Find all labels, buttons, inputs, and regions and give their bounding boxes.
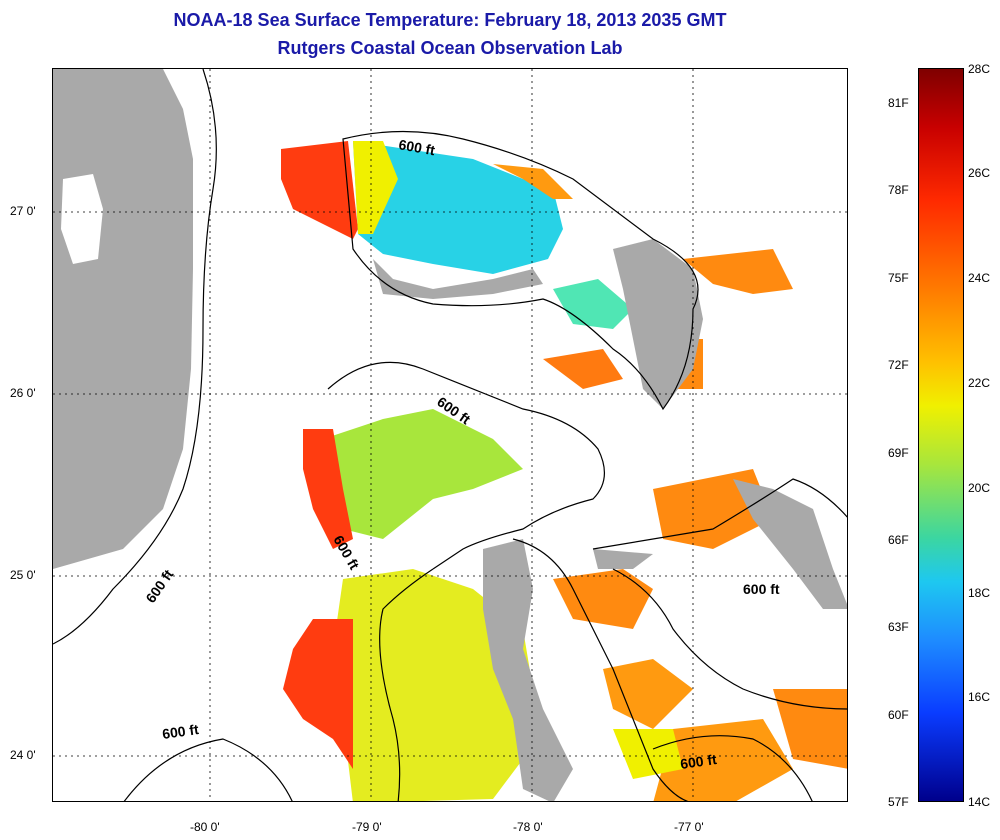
- colorbar-fahrenheit-label: 75F: [888, 271, 909, 285]
- land-masses: [53, 69, 847, 801]
- lon-label: -78 0': [513, 820, 543, 834]
- colorbar-fahrenheit-label: 60F: [888, 708, 909, 722]
- contour-label: 600 ft: [142, 566, 176, 605]
- bathymetry-contours: [53, 69, 847, 801]
- contour-label: 600 ft: [330, 533, 362, 573]
- contour-label: 600 ft: [743, 581, 780, 597]
- colorbar-fahrenheit-label: 66F: [888, 533, 909, 547]
- colorbar-celsius-label: 26C: [968, 166, 991, 180]
- lon-label: -77 0': [674, 820, 704, 834]
- lat-label: 25 0': [10, 568, 36, 582]
- map-canvas: 600 ft 600 ft 600 ft 600 ft 600 ft 600 f…: [53, 69, 847, 801]
- colorbar-celsius-label: 16C: [968, 690, 991, 704]
- colorbar-celsius-label: 20C: [968, 481, 991, 495]
- colorbar-fahrenheit-label: 63F: [888, 620, 909, 634]
- lat-label: 24 0': [10, 748, 36, 762]
- colorbar-celsius-label: 24C: [968, 271, 991, 285]
- temperature-colorbar: [918, 68, 964, 802]
- contour-label: 600 ft: [161, 721, 200, 742]
- lat-label: 27 0': [10, 204, 36, 218]
- sst-patches: [281, 141, 847, 801]
- lat-lon-grid: [53, 69, 847, 801]
- lon-label: -80 0': [190, 820, 220, 834]
- colorbar-fahrenheit-label: 69F: [888, 446, 909, 460]
- sst-map-panel: 600 ft 600 ft 600 ft 600 ft 600 ft 600 f…: [52, 68, 848, 802]
- contour-label: 600 ft: [397, 136, 436, 158]
- map-title: NOAA-18 Sea Surface Temperature: Februar…: [173, 10, 727, 30]
- lon-label: -79 0': [352, 820, 382, 834]
- colorbar-celsius-label: 28C: [968, 62, 991, 76]
- colorbar-fahrenheit-label: 72F: [888, 358, 909, 372]
- lat-label: 26 0': [10, 386, 36, 400]
- colorbar-celsius-label: 18C: [968, 586, 991, 600]
- colorbar-fahrenheit-label: 57F: [888, 795, 909, 809]
- colorbar-celsius-label: 22C: [968, 376, 991, 390]
- colorbar-fahrenheit-label: 78F: [888, 183, 909, 197]
- colorbar-celsius-label: 14C: [968, 795, 991, 809]
- contour-label: 600 ft: [679, 751, 718, 772]
- map-subtitle: Rutgers Coastal Ocean Observation Lab: [277, 38, 623, 58]
- colorbar-fahrenheit-label: 81F: [888, 96, 909, 110]
